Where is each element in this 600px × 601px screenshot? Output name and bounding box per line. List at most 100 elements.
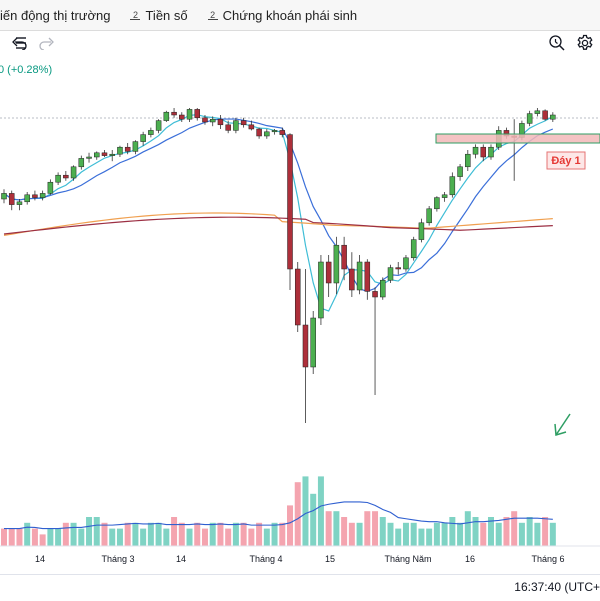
volume-bar	[402, 522, 409, 546]
candle	[264, 129, 270, 139]
candle	[380, 277, 386, 300]
gear-icon	[577, 34, 593, 50]
candle	[86, 152, 92, 163]
candle	[1, 189, 7, 204]
volume-bar	[302, 476, 309, 546]
volume-bar	[387, 522, 394, 546]
settings-button[interactable]	[574, 32, 596, 54]
volume-bar	[348, 522, 355, 546]
tab-market-movers[interactable]: iến động thị trường	[0, 0, 110, 30]
volume-bar	[232, 522, 239, 546]
volume-bar	[426, 528, 433, 546]
volume-bar	[317, 476, 324, 546]
volume-bar	[418, 528, 425, 546]
tab-crypto[interactable]: 2 Tiền số	[130, 0, 188, 30]
candle	[511, 119, 517, 181]
candle	[78, 155, 85, 170]
candle	[310, 311, 316, 374]
volume-bar	[395, 528, 402, 546]
candle	[410, 236, 417, 261]
volume-bar	[464, 511, 471, 546]
volume-bar	[86, 517, 93, 546]
volume-bar	[487, 517, 494, 546]
candle	[395, 262, 401, 275]
undo-button[interactable]	[8, 32, 30, 54]
candle	[449, 172, 456, 198]
volume-bar	[171, 517, 178, 546]
candle	[387, 264, 394, 283]
volume-bar	[457, 522, 464, 546]
zoom-button[interactable]	[546, 32, 568, 54]
candle	[202, 115, 208, 125]
volume-bar	[310, 493, 317, 546]
support-zone-box[interactable]	[435, 133, 600, 144]
candle	[526, 110, 533, 127]
volume-bar	[294, 482, 301, 546]
volume-bar	[549, 522, 556, 546]
volume-bar	[341, 517, 348, 546]
ma-fast-line	[3, 114, 554, 312]
volume-bar	[39, 534, 46, 546]
tab-crypto-label: Tiền số	[145, 7, 188, 23]
volume-bar	[78, 528, 85, 546]
candle	[55, 172, 61, 185]
candle	[480, 144, 487, 162]
redo-button[interactable]	[36, 32, 58, 54]
arrow-drawing[interactable]	[554, 413, 571, 436]
volume-bar	[534, 522, 541, 546]
x-axis-label: 14	[35, 554, 45, 564]
volume-bar	[256, 522, 263, 546]
candle	[101, 150, 108, 157]
price-chart[interactable]: Đáy 1 14 Tháng 3 14 Tháng 4 15 Tháng Năm…	[0, 56, 600, 574]
x-axis-label: 16	[465, 554, 475, 564]
volume-bar	[480, 522, 487, 546]
tab-index-icon: 2	[207, 10, 218, 20]
volume-bar	[47, 528, 54, 546]
tab-derivatives-label: Chứng khoán phái sinh	[222, 7, 358, 23]
candle	[8, 190, 15, 211]
volume-bar	[433, 522, 440, 546]
volume-bar	[163, 528, 170, 546]
volume-bar	[124, 522, 131, 546]
moving-averages	[3, 114, 554, 530]
volume-bar	[325, 511, 332, 546]
candle	[248, 120, 255, 131]
candle	[179, 112, 185, 122]
volume-bar	[248, 528, 255, 546]
tab-derivatives[interactable]: 2 Chứng khoán phái sinh	[207, 0, 358, 30]
volume-bar	[1, 528, 7, 546]
candle	[294, 262, 301, 332]
volume-bar	[526, 517, 533, 546]
price-change: 0 (+0.28%)	[0, 64, 53, 76]
candle	[364, 259, 371, 300]
volume-bar	[518, 522, 525, 546]
tab-index-icon: 2	[130, 10, 141, 20]
ma-mid-line	[3, 118, 554, 292]
volume-ma-line	[4, 501, 553, 530]
candle	[426, 206, 432, 226]
candle	[271, 129, 278, 135]
candle	[465, 150, 471, 171]
volume-bar	[379, 517, 386, 546]
candle	[70, 165, 77, 181]
volume-bar	[410, 522, 417, 546]
volume-bar	[441, 522, 448, 546]
volume-bar	[62, 522, 69, 546]
candle	[341, 236, 347, 281]
volume-bar	[240, 522, 247, 546]
candle	[124, 143, 131, 155]
candle	[240, 117, 247, 128]
annotation-label-box[interactable]	[546, 151, 586, 170]
volume-bar	[93, 517, 100, 546]
candle	[318, 255, 324, 325]
redo-icon	[39, 37, 54, 50]
candle	[155, 119, 162, 134]
volume-bar	[178, 522, 185, 546]
candle	[534, 108, 541, 117]
x-axis-label: 15	[325, 554, 335, 564]
ma-slow-orange-line	[3, 212, 553, 236]
candle	[63, 171, 69, 181]
candle	[372, 287, 378, 395]
volume-bar	[155, 522, 162, 546]
candle	[140, 131, 146, 146]
